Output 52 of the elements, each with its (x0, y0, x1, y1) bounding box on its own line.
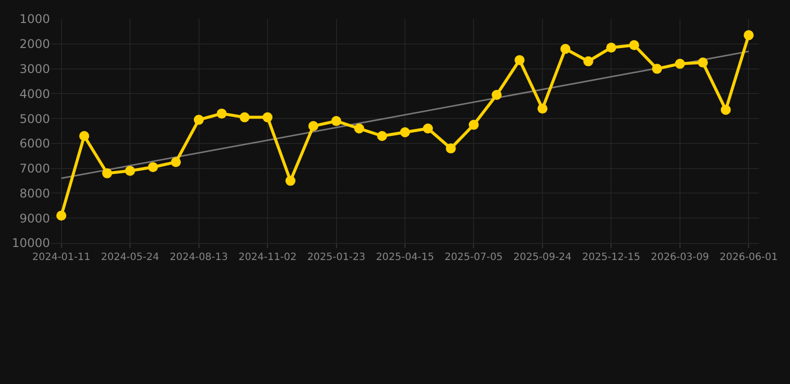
x-tick-label: 2025-01-23 (307, 252, 366, 263)
y-tick-label: 5000 (19, 112, 50, 126)
point (377, 130, 388, 141)
point (148, 162, 158, 172)
y-tick-label: 2000 (19, 37, 50, 52)
x-tick-label: 2026-03-09 (650, 252, 710, 263)
y-tick-label: 4000 (19, 86, 50, 101)
x-tick-label: 2024-01-11 (32, 252, 90, 263)
point (56, 210, 66, 221)
point (125, 166, 136, 176)
y-tick-label: 8000 (19, 186, 50, 200)
point (583, 56, 594, 66)
point (194, 114, 204, 125)
point (285, 176, 296, 186)
point (216, 108, 227, 119)
point (354, 124, 364, 134)
x-tick-label: 2025-04-15 (376, 252, 434, 263)
point (262, 112, 273, 122)
point (629, 40, 640, 50)
point (79, 130, 90, 141)
point (102, 168, 112, 178)
y-tick-label: 7000 (19, 162, 50, 176)
y-tick-label: 1000 (19, 12, 50, 26)
x-tick-label: 2025-07-05 (444, 252, 503, 263)
x-tick-label: 2024-05-24 (100, 252, 160, 263)
point (331, 116, 342, 126)
y-tick-label: 10000 (12, 236, 50, 250)
point (720, 104, 731, 115)
x-tick-label: 2026-06-01 (720, 252, 778, 263)
x-tick-label: 2024-11-02 (238, 252, 297, 263)
point (400, 127, 410, 138)
point (606, 42, 616, 53)
y-tick-label: 3000 (19, 62, 50, 76)
point (652, 64, 662, 74)
point (514, 55, 525, 66)
x-tick-label: 2024-08-13 (170, 252, 228, 263)
point (560, 44, 570, 54)
y-tick-label: 9000 (19, 211, 50, 226)
point (308, 121, 318, 132)
point (744, 30, 754, 40)
point (240, 112, 250, 122)
x-tick-label: 2025-09-24 (513, 252, 572, 263)
point (422, 124, 433, 134)
point (170, 157, 181, 168)
y-tick-label: 6000 (19, 136, 50, 151)
point (468, 120, 479, 130)
point (698, 58, 708, 68)
point (492, 90, 502, 100)
point (674, 58, 685, 69)
point (537, 104, 548, 114)
point (446, 143, 456, 154)
x-tick-label: 2025-12-15 (582, 252, 640, 263)
